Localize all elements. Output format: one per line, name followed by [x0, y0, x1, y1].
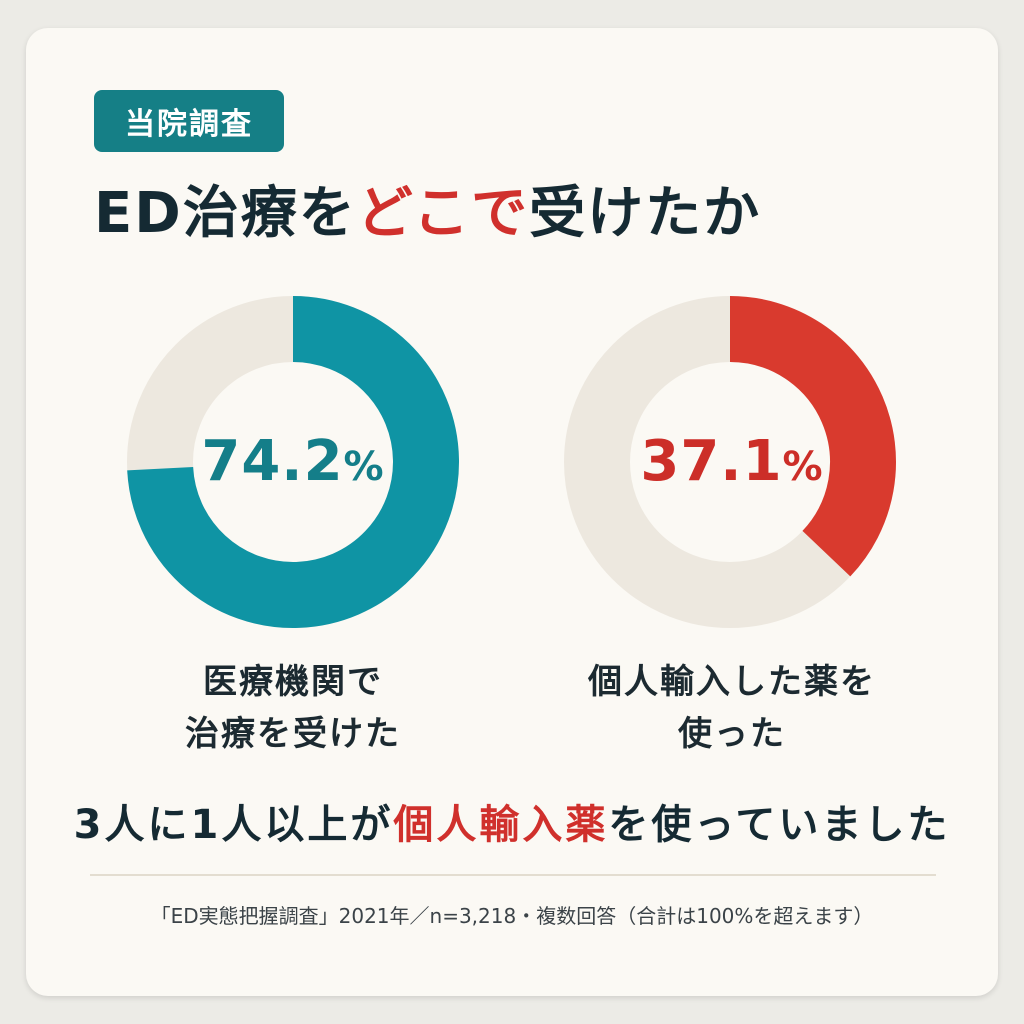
page-title: ED治療をどこで受けたか	[94, 178, 914, 250]
donut-label-medical: 医療機関で 治療を受けた	[113, 656, 473, 760]
footnote: 「ED実態把握調査」2021年／n=3,218・複数回答（合計は100%を超えま…	[150, 904, 874, 928]
value-number: 37.1	[640, 429, 783, 494]
label-line: 個人輸入した薬を	[588, 662, 876, 702]
title-part1: ED治療を	[94, 181, 357, 246]
label-line: 医療機関で	[203, 662, 383, 702]
donut-value-import: 37.1%	[582, 429, 882, 500]
title-highlight: どこで	[356, 181, 530, 246]
donut-value-medical: 74.2%	[143, 429, 443, 500]
summary-part1: 3人に1人以上が	[73, 802, 394, 848]
donut-label-import: 個人輸入した薬を 使った	[552, 656, 912, 760]
summary-highlight: 個人輸入薬	[393, 802, 609, 848]
title-part2: 受けたか	[529, 181, 762, 246]
value-unit: %	[343, 444, 385, 490]
value-unit: %	[782, 444, 824, 490]
label-line: 治療を受けた	[185, 714, 401, 754]
label-line: 使った	[678, 714, 786, 754]
survey-tag: 当院調査	[94, 90, 284, 152]
summary-statement: 3人に1人以上が個人輸入薬を使っていました	[60, 790, 964, 860]
summary-part2: を使っていました	[608, 802, 951, 848]
divider	[90, 874, 936, 876]
value-number: 74.2	[201, 429, 344, 494]
